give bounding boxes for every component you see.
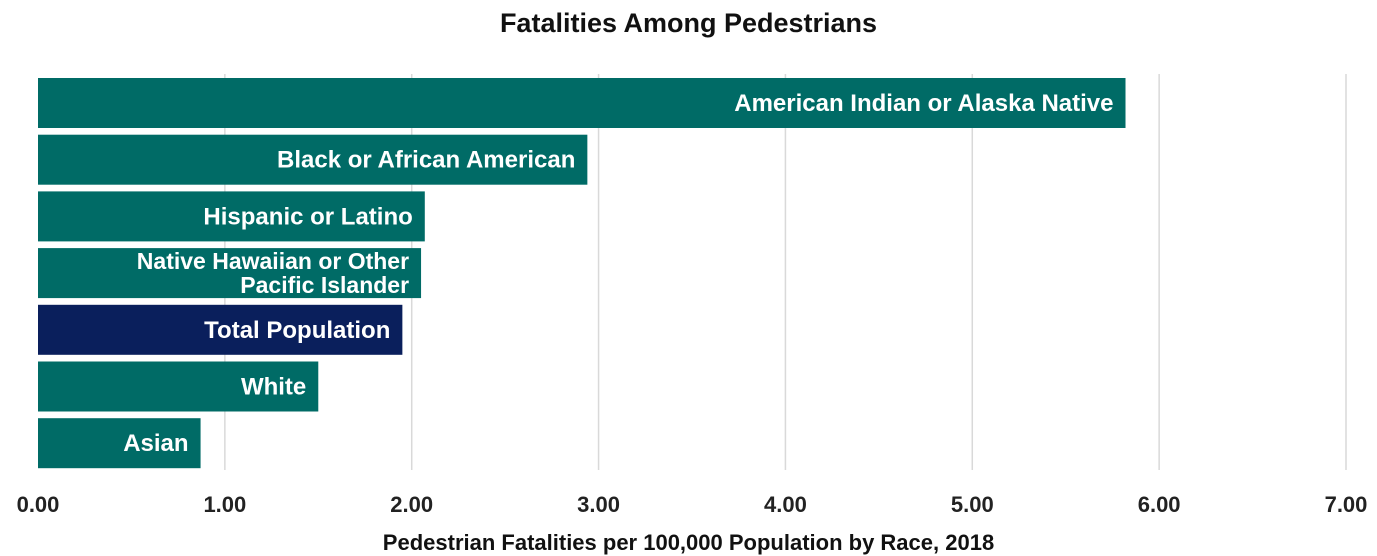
x-axis-ticks: 0.00 1.00 2.00 3.00 4.00 5.00 6.00 7.00: [17, 492, 1368, 517]
bar-label: Pacific Islander: [240, 272, 409, 298]
bar: [38, 304, 403, 355]
bar: [38, 361, 319, 412]
x-tick-label: 6.00: [1138, 492, 1181, 517]
bar-label: Total Population: [204, 317, 390, 344]
x-tick-label: 5.00: [951, 492, 994, 517]
x-axis-label: Pedestrian Fatalities per 100,000 Popula…: [382, 530, 995, 555]
bar-label: Hispanic or Latino: [203, 203, 412, 230]
bar-label: White: [241, 374, 306, 401]
x-tick-label: 2.00: [390, 492, 433, 517]
x-tick-label: 3.00: [577, 492, 620, 517]
bar: [38, 248, 422, 299]
bar: [38, 418, 201, 469]
bar: [38, 78, 1126, 128]
bar-label: Black or African American: [277, 147, 575, 174]
x-tick-label: 0.00: [17, 492, 60, 517]
bar: [38, 134, 588, 185]
x-tick-label: 7.00: [1325, 492, 1368, 517]
x-tick-label: 4.00: [764, 492, 807, 517]
bar-label: Asian: [123, 430, 188, 457]
chart-title: Fatalities Among Pedestrians: [499, 8, 878, 38]
bars: [38, 78, 1126, 469]
x-tick-label: 1.00: [203, 492, 246, 517]
bar: [38, 191, 425, 242]
bar-labels: American Indian or Alaska Native Black or…: [123, 90, 1113, 457]
bar-label: Native Hawaiian or Other: [137, 248, 409, 274]
bar-label: American Indian or Alaska Native: [734, 90, 1113, 117]
